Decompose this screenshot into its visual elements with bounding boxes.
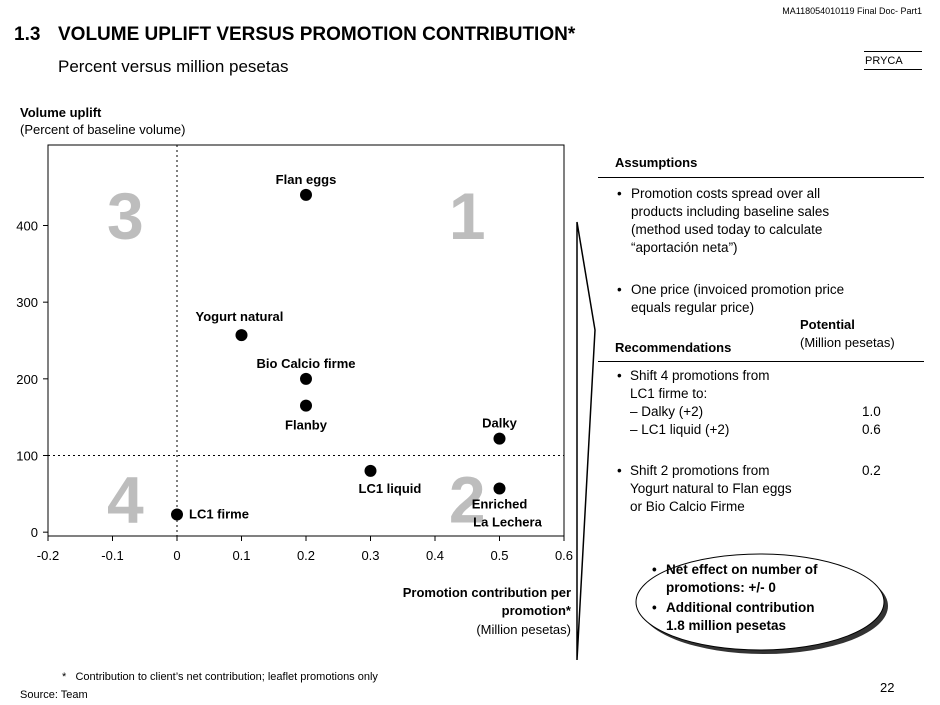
x-tick-label: -0.2 xyxy=(37,548,59,563)
net-effect-line-2: promotions: +/- 0 xyxy=(666,580,776,595)
data-point-label: Flan eggs xyxy=(276,172,337,187)
data-point-label: Bio Calcio firme xyxy=(257,356,356,371)
assumption-1-line-3: (method used today to calculate xyxy=(631,222,823,237)
page-number: 22 xyxy=(880,680,895,695)
footnote: * Contribution to client’s net contribut… xyxy=(62,671,378,683)
assumption-1-line-4: “aportación neta”) xyxy=(631,240,738,255)
data-point-label: Yogurt natural xyxy=(196,309,284,324)
recommendation-2-line-1: Shift 2 promotions from xyxy=(630,463,770,478)
recommendation-2-line-3: or Bio Calcio Firme xyxy=(630,499,745,514)
quadrant-label-4: 4 xyxy=(107,463,144,537)
data-point-label: LC1 firme xyxy=(189,507,249,522)
assumption-2-line-1: One price (invoiced promotion price xyxy=(631,282,845,297)
recommendations-rule xyxy=(598,361,924,362)
data-point xyxy=(493,482,506,495)
recommendation-1-line-2: LC1 firme to: xyxy=(630,386,708,401)
page-subtitle: Percent versus million pesetas xyxy=(58,57,289,76)
x-tick-label: 0.1 xyxy=(232,548,250,563)
recommendation-1-sub-1-value: 1.0 xyxy=(862,404,881,419)
recommendation-1-sub-2-value: 0.6 xyxy=(862,422,881,437)
y-axis-label: Volume uplift xyxy=(20,105,102,120)
data-point xyxy=(493,432,506,445)
net-effect-ellipse xyxy=(635,553,885,651)
x-tick-label: -0.1 xyxy=(101,548,123,563)
recommendation-1-line-1: Shift 4 promotions from xyxy=(630,368,770,383)
bullet-dot: • xyxy=(652,562,657,577)
source-note: Source: Team xyxy=(20,689,88,701)
x-axis-label: Promotion contribution per xyxy=(402,585,571,600)
quadrant-label-3: 3 xyxy=(107,179,144,253)
data-point-label: Enriched xyxy=(472,496,528,511)
x-tick-label: 0.5 xyxy=(490,548,508,563)
x-tick-label: 0.4 xyxy=(426,548,444,563)
recommendations-heading: Recommendations xyxy=(615,340,732,355)
data-point xyxy=(300,188,312,201)
data-point xyxy=(171,508,183,521)
data-point xyxy=(364,464,377,477)
y-tick-label: 0 xyxy=(31,525,38,540)
section-number: 1.3 xyxy=(14,24,41,45)
assumptions-heading: Assumptions xyxy=(615,155,698,170)
assumption-2-line-2: equals regular price) xyxy=(631,300,755,315)
document-id: MA118054010119 Final Doc- Part1 xyxy=(782,6,922,16)
data-point-label: La Lechera xyxy=(473,514,542,529)
y-tick-label: 300 xyxy=(16,295,38,310)
data-point-label: Dalky xyxy=(482,416,517,431)
x-tick-label: 0.3 xyxy=(361,548,379,563)
data-point-label: Flanby xyxy=(285,418,328,433)
x-tick-label: 0.2 xyxy=(297,548,315,563)
y-tick-label: 100 xyxy=(16,449,38,464)
x-axis-label-line2: promotion* xyxy=(501,603,571,618)
x-tick-label: 0 xyxy=(173,548,180,563)
data-point xyxy=(300,372,312,385)
recommendation-2-value: 0.2 xyxy=(862,463,881,478)
bullet-dot: • xyxy=(617,282,622,297)
net-effect-line-1: Net effect on number of xyxy=(666,562,818,577)
assumptions-rule xyxy=(598,177,924,178)
bullet-dot: • xyxy=(617,368,622,383)
bullet-dot: • xyxy=(617,186,622,201)
y-tick-label: 200 xyxy=(16,372,38,387)
recommendation-2-line-2: Yogurt natural to Flan eggs xyxy=(630,481,792,496)
assumption-item-2: • One price (invoiced promotion price eq… xyxy=(617,281,917,317)
client-tag: PRYCA xyxy=(864,51,922,70)
data-point-label: LC1 liquid xyxy=(359,481,422,496)
x-axis-unit: (Million pesetas) xyxy=(476,622,571,637)
x-tick-label: 0.6 xyxy=(555,548,573,563)
y-axis-unit: (Percent of baseline volume) xyxy=(20,122,186,137)
recommendation-1-sub-2: – LC1 liquid (+2) xyxy=(630,422,730,437)
data-point xyxy=(235,329,248,342)
recommendation-1-sub-1: – Dalky (+2) xyxy=(630,404,704,419)
data-point xyxy=(300,399,312,412)
footnote-mark: * xyxy=(62,671,67,683)
quadrant-label-2: 2 xyxy=(449,463,486,537)
potential-heading: Potential xyxy=(800,317,855,332)
assumption-1-line-1: Promotion costs spread over all xyxy=(631,186,821,201)
quadrant-label-1: 1 xyxy=(449,179,486,253)
net-effect-line-3: Additional contribution xyxy=(666,600,815,615)
page-title: 1.3 VOLUME UPLIFT VERSUS PROMOTION CONTRI… xyxy=(14,24,575,46)
transition-arrow xyxy=(576,221,596,661)
y-tick-label: 400 xyxy=(16,219,38,234)
net-effect-line-4: 1.8 million pesetas xyxy=(666,618,787,633)
assumption-1-line-2: products including baseline sales xyxy=(631,204,830,219)
net-effect-box: • Net effect on number of promotions: +/… xyxy=(652,561,872,641)
title-text: VOLUME UPLIFT VERSUS PROMOTION CONTRIBUT… xyxy=(58,24,576,45)
potential-unit: (Million pesetas) xyxy=(800,335,895,350)
bullet-dot: • xyxy=(652,600,657,615)
assumption-item-1: • Promotion costs spread over all produc… xyxy=(617,185,917,257)
footnote-text: Contribution to client’s net contributio… xyxy=(75,671,378,683)
bullet-dot: • xyxy=(617,463,622,478)
